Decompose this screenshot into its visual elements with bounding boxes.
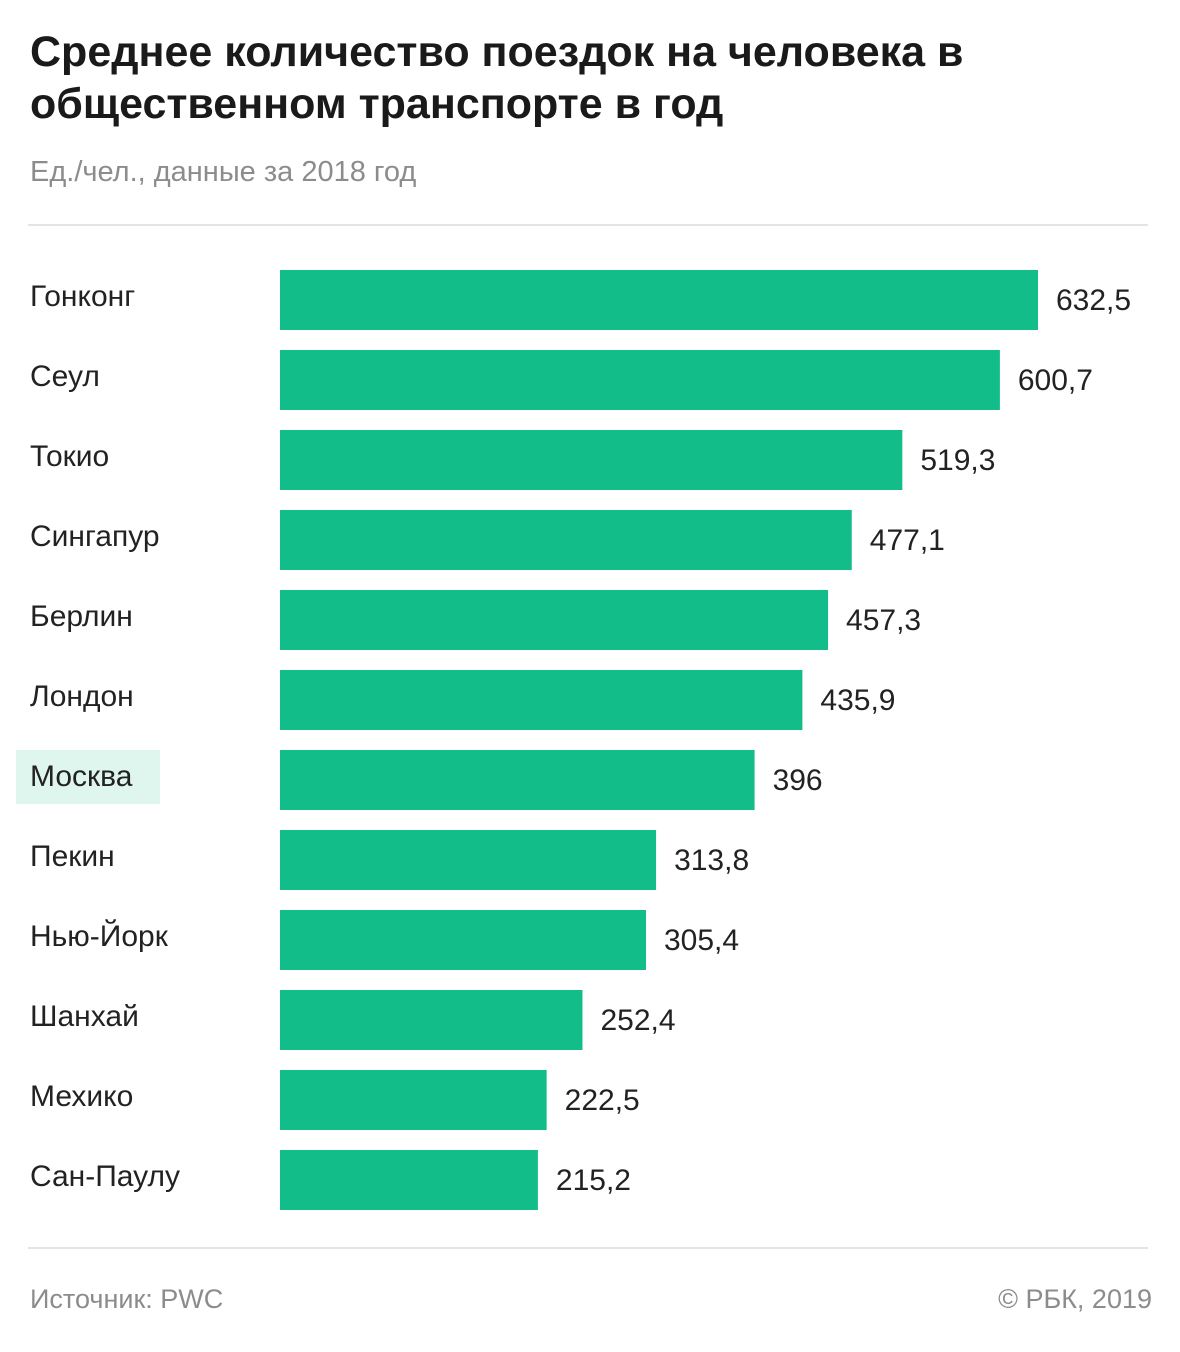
bar <box>280 750 755 810</box>
value-label: 457,3 <box>846 604 921 637</box>
category-label: Сан-Паулу <box>30 1160 180 1193</box>
bar <box>280 1150 538 1210</box>
value-label: 222,5 <box>565 1084 640 1117</box>
bar <box>280 830 657 890</box>
category-label: Москва <box>30 760 133 793</box>
bar-row: Пекин 313,8 <box>30 830 749 890</box>
bar <box>280 350 1000 410</box>
copyright-note: © РБК, 2019 <box>998 1284 1152 1314</box>
value-label: 305,4 <box>664 924 739 957</box>
bar-row: Мехико 222,5 <box>30 1070 640 1130</box>
bar-row: Сан-Паулу 215,2 <box>30 1150 631 1210</box>
bar-row: Москва 396 <box>16 750 823 810</box>
value-label: 396 <box>773 764 823 797</box>
value-label: 632,5 <box>1056 284 1131 317</box>
bottom-divider <box>28 1247 1148 1249</box>
bar-row: Токио 519,3 <box>30 430 995 490</box>
bar <box>280 430 903 490</box>
bar-row: Берлин 457,3 <box>30 590 921 650</box>
category-label: Сеул <box>30 360 100 393</box>
bar <box>280 590 829 650</box>
value-label: 215,2 <box>556 1164 631 1197</box>
highlight-label-background <box>16 750 160 804</box>
category-label: Токио <box>30 440 109 473</box>
category-label: Мехико <box>30 1080 133 1113</box>
chart-subtitle: Ед./чел., данные за 2018 год <box>30 156 417 188</box>
source-note: Источник: PWC <box>30 1284 224 1314</box>
category-label: Сингапур <box>30 520 160 553</box>
bar-row: Сеул 600,7 <box>30 350 1093 410</box>
category-label: Шанхай <box>30 1000 139 1033</box>
chart-title: Среднее количество поездок на человека в… <box>30 28 964 128</box>
bar <box>280 1070 547 1130</box>
bar <box>280 510 852 570</box>
bar <box>280 910 646 970</box>
bar <box>280 990 583 1050</box>
value-label: 435,9 <box>820 684 895 717</box>
bar <box>280 270 1038 330</box>
bar <box>280 670 803 730</box>
bar-row: Сингапур 477,1 <box>30 510 945 570</box>
value-label: 252,4 <box>600 1004 675 1037</box>
value-label: 477,1 <box>870 524 945 557</box>
bar-row: Шанхай 252,4 <box>30 990 676 1050</box>
value-label: 313,8 <box>674 844 749 877</box>
value-label: 600,7 <box>1018 364 1093 397</box>
category-label: Лондон <box>30 680 134 713</box>
value-label: 519,3 <box>920 444 995 477</box>
bar-chart: Гонконг 632,5 Сеул 600,7 Токио 519,3 Сингапур 4… <box>16 270 1131 1210</box>
category-label: Берлин <box>30 600 133 633</box>
bar-row: Лондон 435,9 <box>30 670 895 730</box>
category-label: Пекин <box>30 840 115 873</box>
top-divider <box>28 224 1148 226</box>
category-label: Нью-Йорк <box>30 919 169 953</box>
category-label: Гонконг <box>30 280 135 313</box>
bar-row: Нью-Йорк 305,4 <box>30 910 739 970</box>
bar-row: Гонконг 632,5 <box>30 270 1131 330</box>
